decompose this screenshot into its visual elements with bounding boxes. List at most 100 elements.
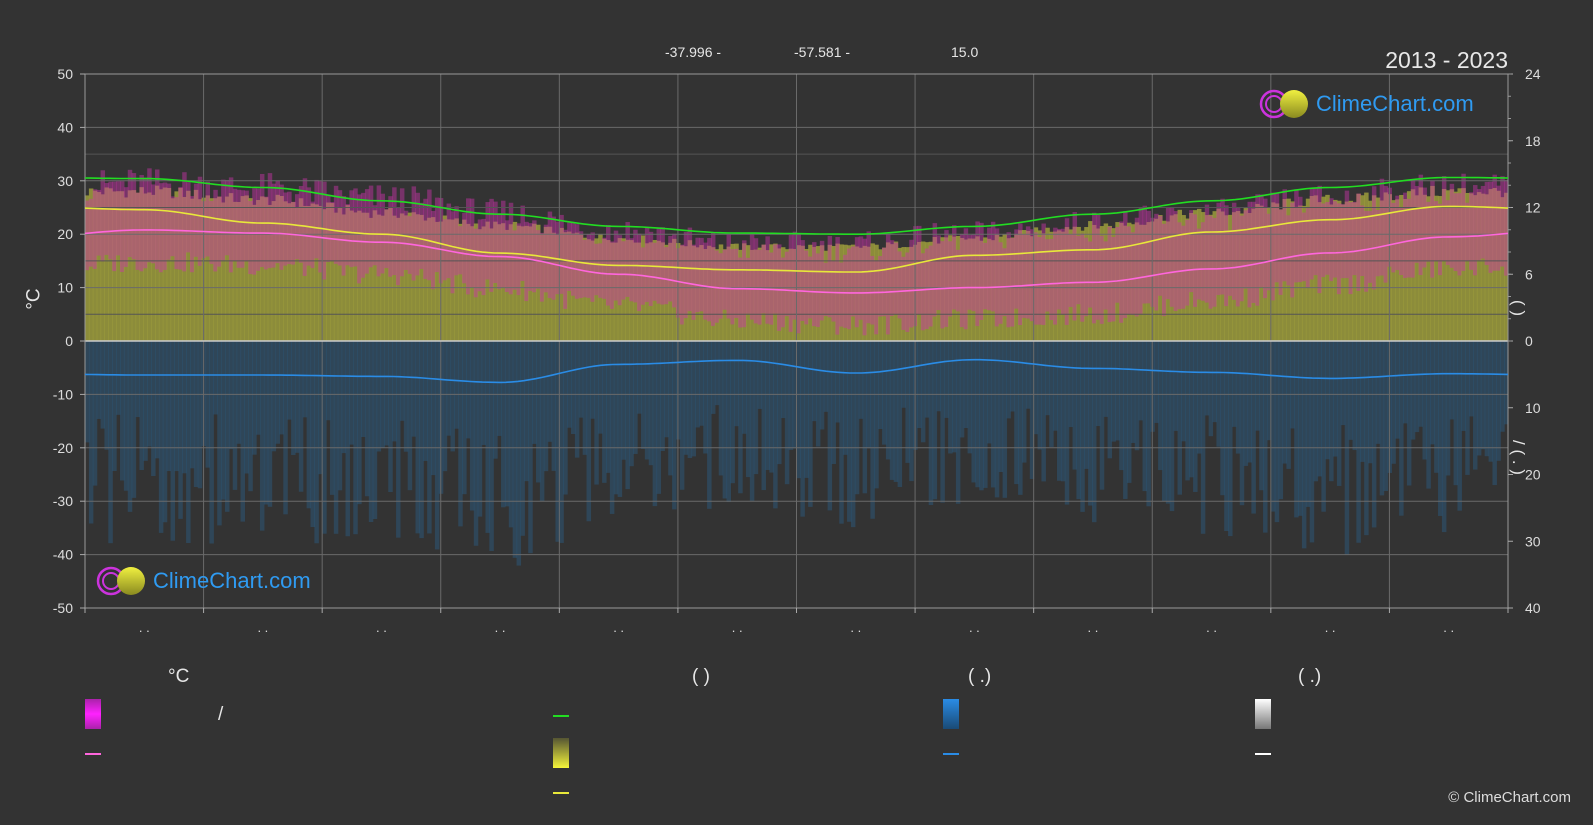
temperature-band-column — [104, 182, 109, 255]
sunshine-band-column — [221, 202, 226, 341]
sunshine-band-column — [380, 215, 385, 341]
legend-sun-header: ( ) — [692, 666, 710, 687]
temperature-band-column — [940, 241, 945, 329]
sunshine-band-column — [147, 192, 152, 341]
temperature-band-column — [1496, 185, 1501, 271]
sunshine-band-column — [1208, 214, 1214, 341]
sunshine-band-column — [1196, 208, 1202, 341]
temperature-band-column — [567, 222, 572, 291]
precipitation-band-column — [637, 341, 642, 414]
sunshine-band-column — [302, 205, 308, 341]
precipitation-band-column — [217, 341, 222, 526]
temperature-band-column — [1325, 202, 1330, 275]
sunshine-band-column — [85, 195, 90, 341]
temperature-band-column — [248, 200, 253, 275]
legend-temp-mean-line — [85, 753, 101, 755]
sunshine-band-column — [411, 212, 417, 341]
sunshine-band-column — [905, 247, 910, 341]
temperature-band-column — [1473, 185, 1478, 276]
precipitation-band-column — [983, 341, 988, 488]
sunshine-band-column — [710, 247, 716, 341]
sunshine-band-column — [1263, 207, 1268, 341]
temperature-band-column — [699, 237, 704, 312]
precipitation-band-column — [1449, 341, 1455, 420]
temperature-band-column — [1379, 178, 1385, 276]
temperature-band-column — [625, 221, 630, 297]
temperature-band-column — [434, 197, 440, 273]
temperature-band-column — [151, 184, 156, 264]
precipitation-band-column — [1119, 341, 1124, 471]
sunshine-band-column — [1270, 202, 1276, 341]
precipitation-band-column — [1422, 341, 1427, 460]
sunshine-band-column — [1251, 208, 1256, 341]
temperature-band-column — [158, 183, 164, 273]
precipitation-band-column — [442, 341, 448, 472]
sunshine-band-column — [1064, 227, 1070, 341]
temperature-band-column — [143, 177, 148, 269]
sunshine-band-column — [796, 245, 801, 341]
sunshine-band-column — [687, 240, 693, 341]
precipitation-band-column — [757, 341, 763, 409]
x-axis-month-label: . . — [1088, 620, 1099, 635]
precipitation-band-column — [1154, 341, 1159, 423]
temperature-band-column — [1251, 201, 1256, 303]
sunshine-band-column — [1080, 230, 1085, 341]
sunshine-band-column — [1053, 231, 1058, 341]
precipitation-band-column — [547, 341, 553, 442]
temperature-band-column — [127, 169, 133, 258]
temperature-band-column — [936, 235, 941, 311]
precipitation-band-column — [1504, 341, 1508, 425]
temperature-band-column — [294, 194, 300, 260]
temperature-band-column — [920, 253, 926, 331]
precipitation-band-column — [170, 341, 176, 541]
legend-precip-line — [943, 753, 959, 755]
temperature-band-column — [244, 190, 249, 262]
temperature-band-column — [1434, 201, 1439, 262]
temperature-band-column — [357, 194, 362, 284]
sunshine-band-column — [668, 242, 673, 341]
sunshine-band-column — [1193, 210, 1198, 341]
temperature-band-column — [952, 225, 957, 310]
precipitation-band-column — [423, 341, 428, 461]
sunshine-band-column — [1259, 205, 1264, 341]
temperature-band-column — [1146, 210, 1151, 304]
temperature-band-column — [1469, 192, 1474, 270]
precipitation-band-column — [761, 341, 766, 491]
precipitation-band-column — [411, 341, 417, 437]
sunshine-band-column — [773, 243, 778, 341]
sunshine-band-column — [528, 226, 533, 341]
precipitation-band-column — [1029, 341, 1035, 479]
right-axis-top-tick-label: 18 — [1525, 133, 1541, 149]
temperature-band-column — [1111, 236, 1116, 322]
sunshine-band-column — [866, 246, 871, 341]
sunshine-band-column — [1200, 212, 1206, 341]
sunshine-band-column — [1352, 202, 1357, 341]
precipitation-band-column — [835, 341, 840, 423]
temperature-band-column — [1263, 198, 1268, 299]
sunshine-band-column — [1239, 213, 1245, 341]
precipitation-band-column — [683, 341, 689, 455]
precipitation-band-column — [722, 341, 728, 499]
temperature-band-column — [341, 196, 347, 276]
temperature-band-column — [889, 240, 895, 317]
sunshine-band-column — [384, 209, 389, 341]
sunshine-band-column — [504, 229, 510, 341]
temperature-band-column — [353, 188, 358, 267]
sunshine-band-column — [1099, 226, 1105, 341]
temperature-band-column — [1305, 208, 1311, 289]
precipitation-band-column — [1395, 341, 1400, 439]
precipitation-band-column — [990, 341, 996, 488]
temperature-band-column — [644, 227, 650, 302]
temperature-band-column — [1076, 235, 1081, 305]
precipitation-band-column — [174, 341, 179, 472]
sunshine-band-column — [205, 195, 211, 341]
temperature-band-column — [1484, 181, 1490, 266]
precipitation-band-column — [1255, 341, 1260, 431]
sunshine-band-column — [1255, 203, 1260, 341]
precipitation-band-column — [1438, 341, 1443, 516]
temperature-band-column — [1091, 212, 1097, 324]
temperature-band-column — [1461, 173, 1466, 271]
sunshine-band-column — [1212, 211, 1218, 341]
precipitation-band-column — [291, 341, 296, 455]
precipitation-band-column — [1033, 341, 1039, 435]
